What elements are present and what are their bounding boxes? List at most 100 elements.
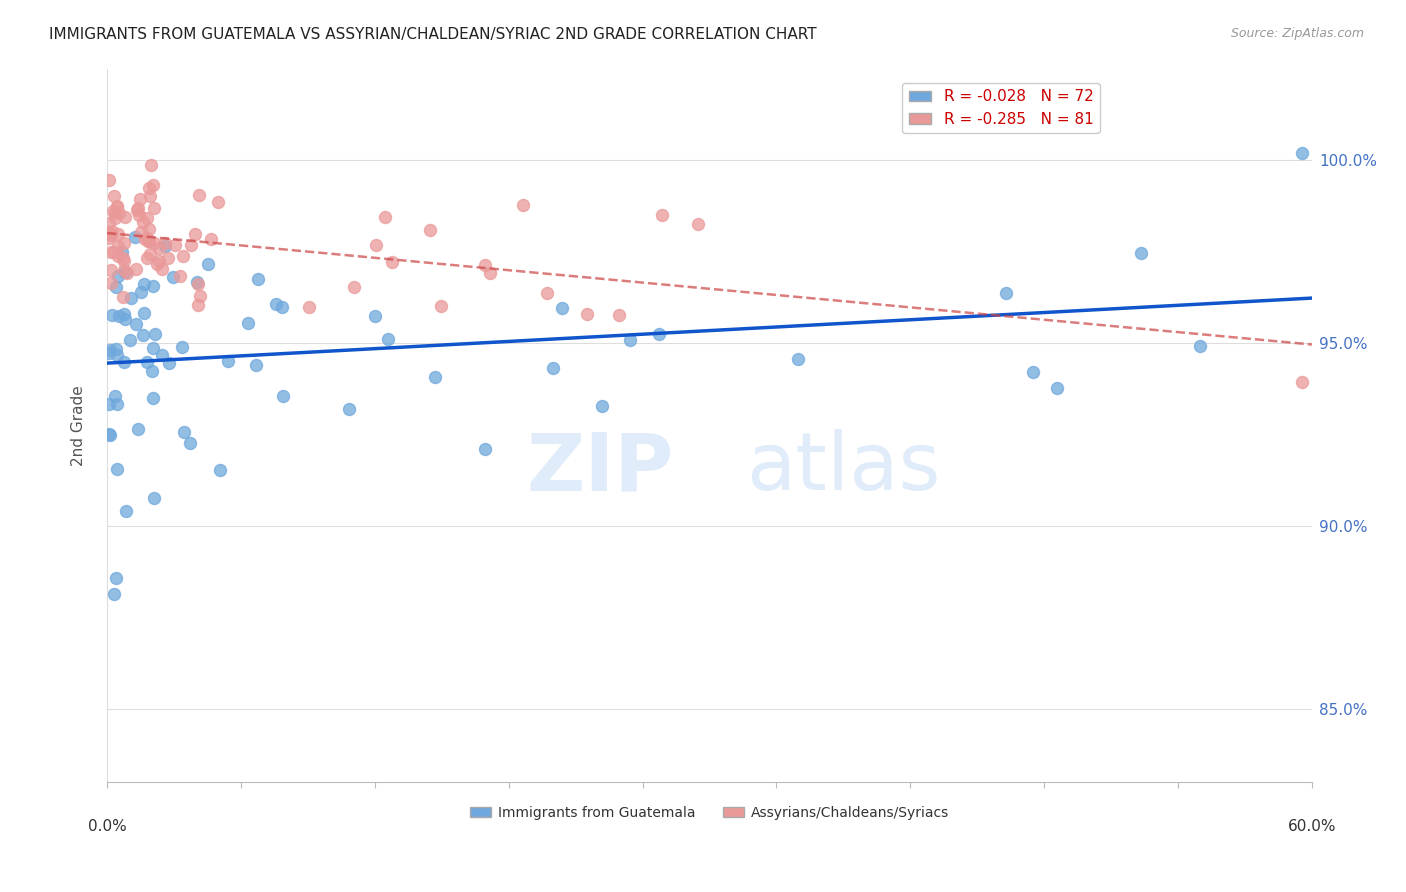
Point xyxy=(146,257,169,271)
Text: 60.0%: 60.0% xyxy=(1288,819,1336,834)
Text: 0.0%: 0.0% xyxy=(87,819,127,834)
Point xyxy=(108,310,131,324)
Point xyxy=(1291,145,1313,160)
Point xyxy=(150,348,173,362)
Point xyxy=(266,297,288,311)
Point xyxy=(105,199,128,213)
Point xyxy=(139,158,162,172)
Point xyxy=(188,289,211,303)
Point xyxy=(374,210,396,224)
Point xyxy=(100,276,122,290)
Point xyxy=(156,251,179,265)
Point xyxy=(541,361,564,376)
Point xyxy=(607,309,630,323)
Point xyxy=(134,232,156,246)
Point xyxy=(143,235,166,250)
Point xyxy=(114,211,136,225)
Point xyxy=(188,188,211,202)
Point xyxy=(337,401,360,416)
Point xyxy=(173,425,195,440)
Point xyxy=(170,340,193,354)
Point xyxy=(135,355,157,369)
Point xyxy=(994,286,1017,301)
Point xyxy=(512,198,534,212)
Point xyxy=(474,442,496,457)
Point xyxy=(474,258,496,272)
Point xyxy=(142,279,165,293)
Point xyxy=(107,249,129,263)
Point xyxy=(364,238,387,252)
Point xyxy=(157,356,180,370)
Point xyxy=(105,462,128,476)
Point xyxy=(138,181,160,195)
Point xyxy=(98,428,121,442)
Point xyxy=(120,291,142,305)
Point xyxy=(364,309,387,323)
Point xyxy=(98,345,121,359)
Point xyxy=(141,178,163,193)
Point xyxy=(179,436,201,450)
Point xyxy=(127,201,149,215)
Point xyxy=(111,289,134,303)
Point xyxy=(134,277,156,291)
Text: atlas: atlas xyxy=(745,429,941,508)
Point xyxy=(169,268,191,283)
Point xyxy=(105,200,128,214)
Point xyxy=(183,227,205,242)
Point xyxy=(138,234,160,248)
Point xyxy=(132,215,155,229)
Point xyxy=(143,326,166,341)
Point xyxy=(245,358,267,372)
Point xyxy=(187,298,209,312)
Point xyxy=(101,204,124,219)
Point xyxy=(148,254,170,268)
Point xyxy=(648,326,671,341)
Point xyxy=(136,251,159,265)
Point xyxy=(103,189,125,203)
Point xyxy=(1130,245,1153,260)
Point xyxy=(104,211,127,225)
Point xyxy=(165,237,187,252)
Point xyxy=(118,333,141,347)
Point xyxy=(200,232,222,246)
Point xyxy=(104,343,127,357)
Point xyxy=(148,241,170,255)
Point xyxy=(125,262,148,277)
Point xyxy=(139,189,162,203)
Point xyxy=(98,230,121,244)
Point xyxy=(111,244,134,259)
Point xyxy=(536,285,558,300)
Point xyxy=(217,354,239,368)
Point xyxy=(104,205,127,219)
Point xyxy=(111,252,134,266)
Point xyxy=(271,389,294,403)
Point xyxy=(619,333,641,347)
Point xyxy=(136,211,159,225)
Point xyxy=(1046,381,1069,395)
Point xyxy=(131,285,153,299)
Point xyxy=(271,301,294,315)
Point xyxy=(101,224,124,238)
Point xyxy=(143,202,166,216)
Point xyxy=(108,205,131,219)
Text: Source: ZipAtlas.com: Source: ZipAtlas.com xyxy=(1230,27,1364,40)
Point xyxy=(551,301,574,316)
Point xyxy=(298,300,321,314)
Point xyxy=(104,571,127,585)
Point xyxy=(153,239,176,253)
Text: ZIP: ZIP xyxy=(526,429,673,508)
Point xyxy=(105,279,128,293)
Point xyxy=(1188,339,1211,353)
Point xyxy=(98,427,121,442)
Y-axis label: 2nd Grade: 2nd Grade xyxy=(72,385,86,466)
Point xyxy=(127,422,149,436)
Point xyxy=(209,463,232,477)
Point xyxy=(172,249,194,263)
Point xyxy=(236,316,259,330)
Point xyxy=(103,245,125,260)
Point xyxy=(136,230,159,244)
Point xyxy=(187,277,209,292)
Point xyxy=(127,202,149,217)
Legend: Immigrants from Guatemala, Assyrians/Chaldeans/Syriacs: Immigrants from Guatemala, Assyrians/Cha… xyxy=(464,800,955,825)
Point xyxy=(430,299,453,313)
